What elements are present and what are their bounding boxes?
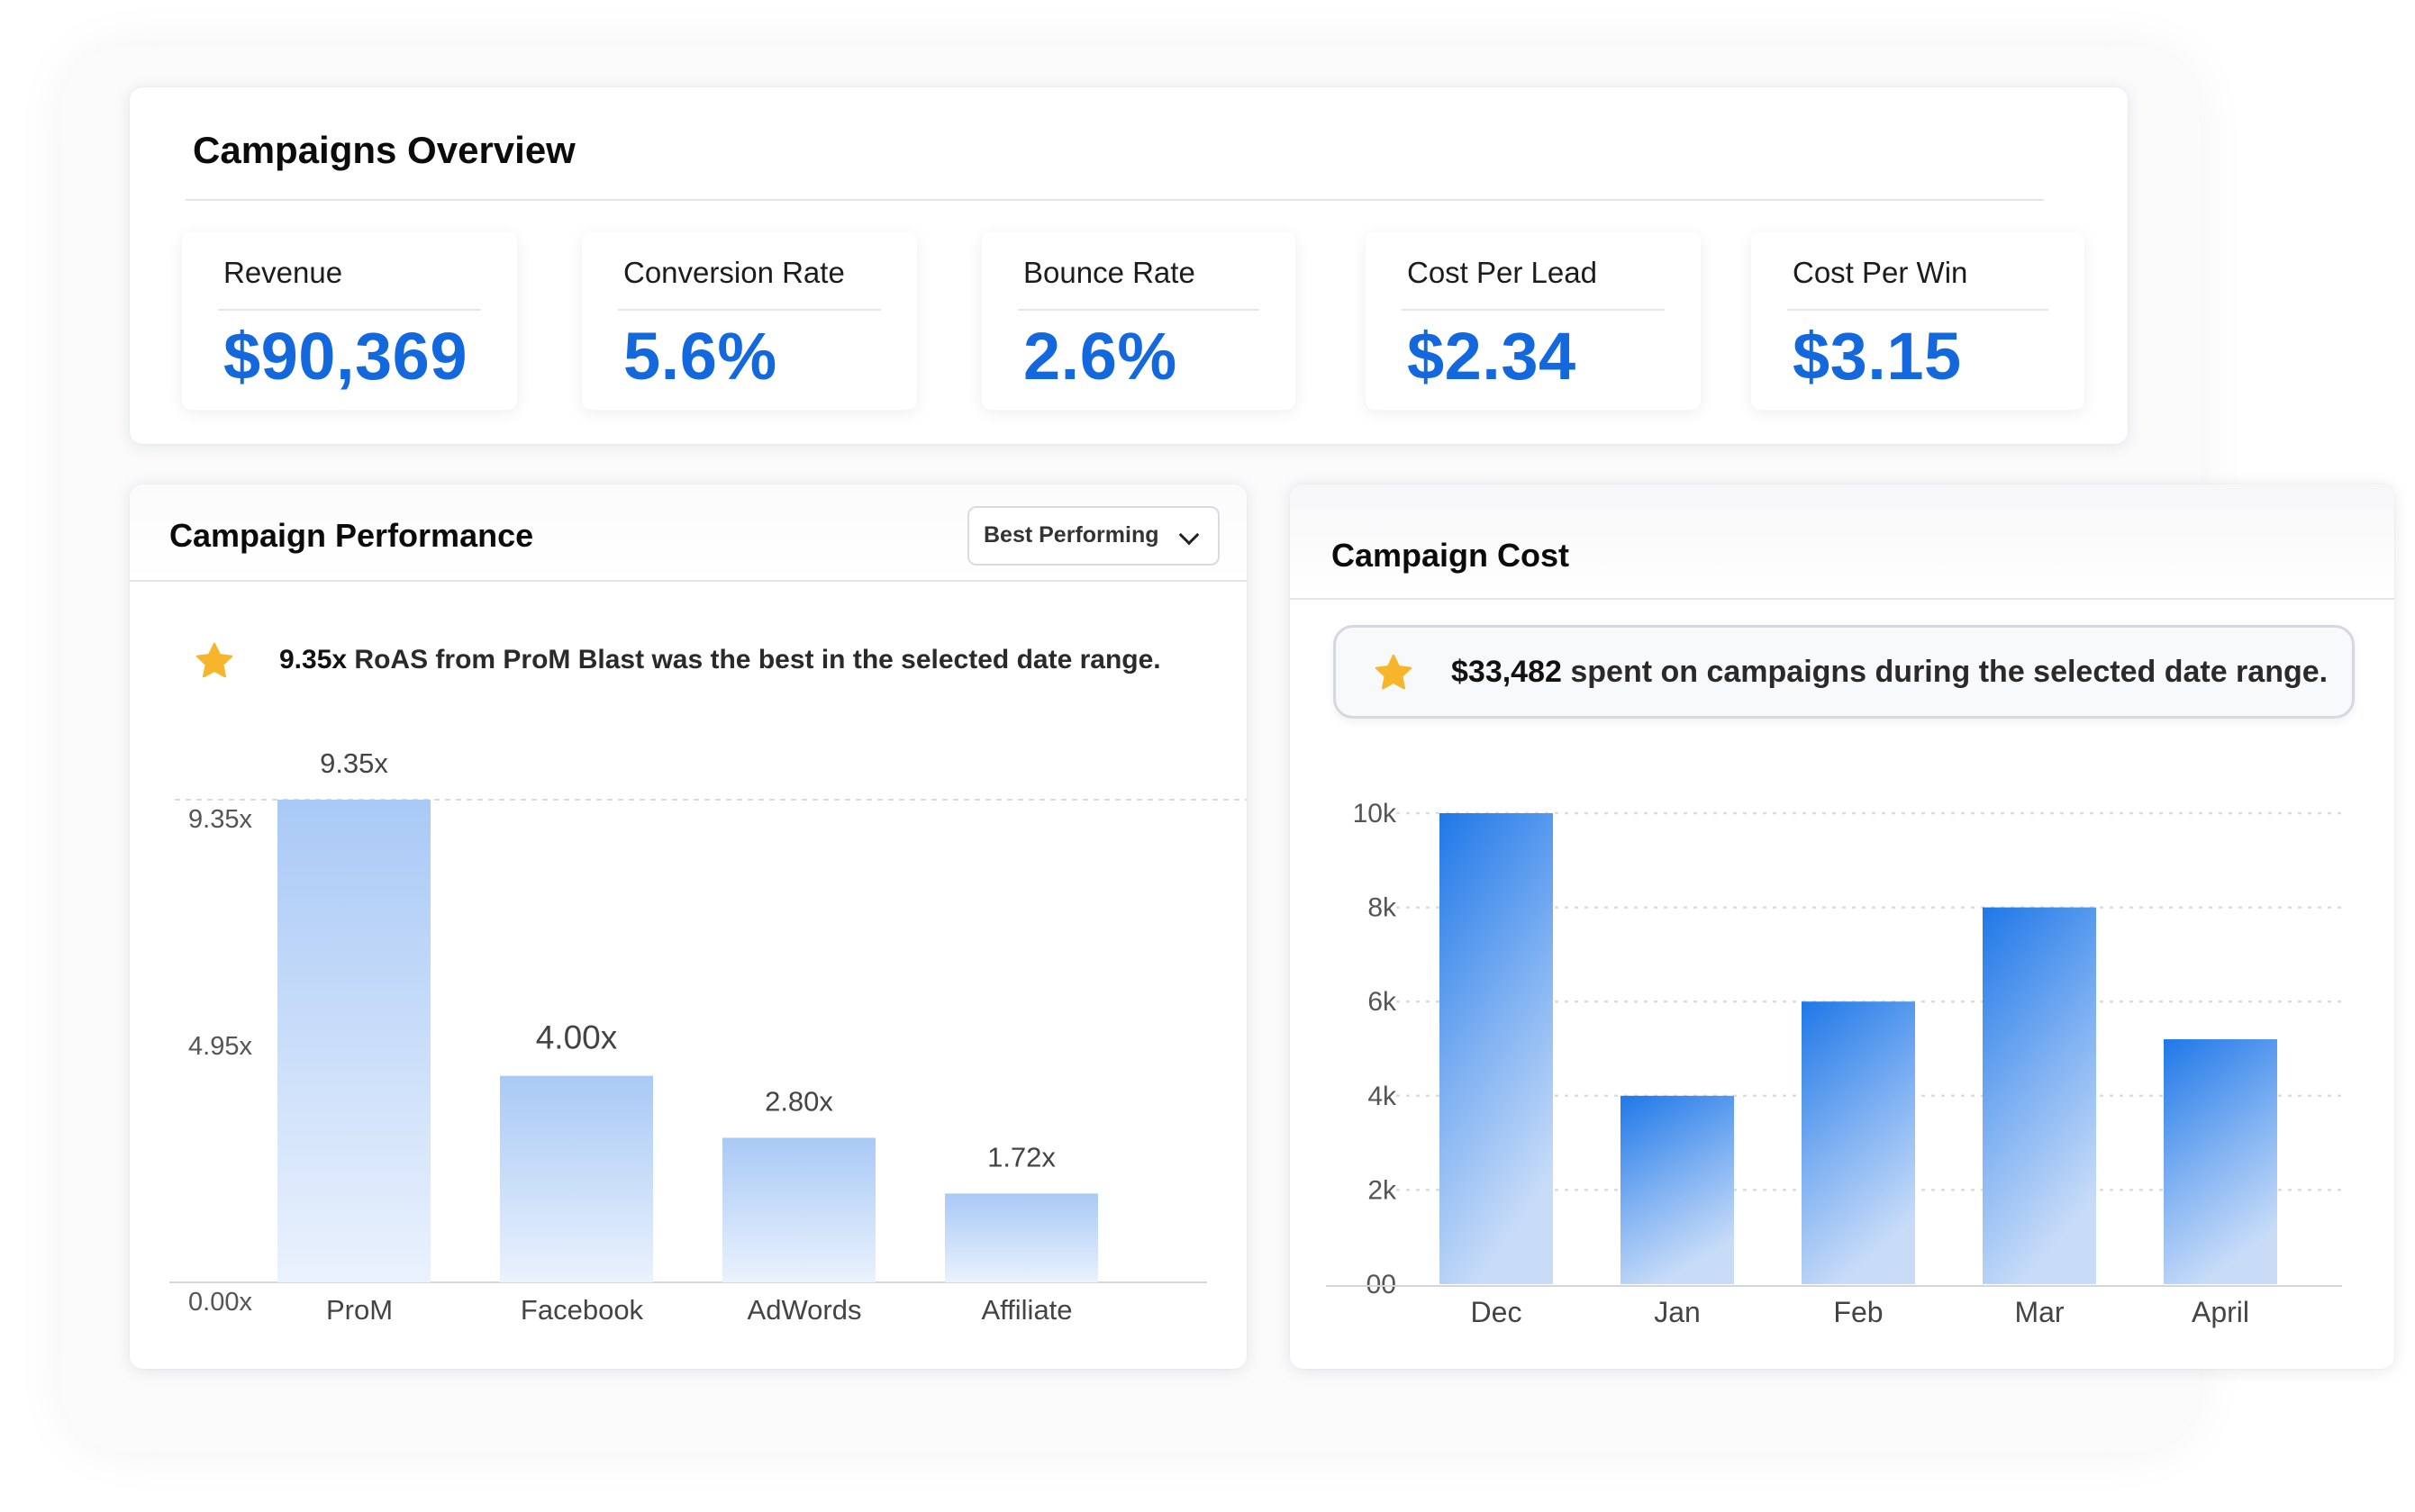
bar-facebook — [500, 1075, 653, 1282]
bar-dec — [1439, 813, 1553, 1284]
x-tick-label: Affiliate — [981, 1294, 1072, 1326]
bar-mar — [1983, 907, 2096, 1284]
campaign-cost-card: Campaign Cost $33,482 spent on campaigns… — [1290, 484, 2394, 1369]
kpi-card-cost-per-lead: Cost Per Lead $2.34 — [1366, 231, 1701, 410]
card-title: Campaign Cost — [1331, 537, 1570, 574]
kpi-label: Cost Per Win — [1793, 256, 1968, 289]
bar-adwords — [722, 1137, 876, 1282]
x-tick-label: AdWords — [748, 1294, 862, 1326]
data-label: 4.00x — [536, 1019, 618, 1056]
performance-filter-dropdown[interactable]: Best Performing — [967, 506, 1220, 566]
x-tick-label: April — [2192, 1296, 2249, 1328]
data-label: 2.80x — [765, 1085, 833, 1117]
x-tick-label: Facebook — [521, 1294, 644, 1326]
kpi-value: $2.34 — [1407, 319, 1576, 394]
x-tick-label: Mar — [2014, 1296, 2064, 1328]
bar-prom — [277, 800, 431, 1282]
bar-feb — [1802, 1001, 1915, 1284]
y-tick-label: 4k — [1367, 1082, 1397, 1111]
kpi-card-cost-per-win: Cost Per Win $3.15 — [1751, 231, 2084, 410]
overview-title: Campaigns Overview — [193, 129, 576, 171]
kpi-card-conversion-rate: Conversion Rate 5.6% — [582, 231, 917, 410]
data-label: 9.35x — [320, 747, 388, 779]
x-tick-label: Jan — [1654, 1296, 1701, 1328]
y-tick-label: 4.95x — [188, 1032, 252, 1061]
cost-insight: $33,482 spent on campaigns during the se… — [1333, 625, 2355, 719]
kpi-label: Bounce Rate — [1023, 256, 1195, 289]
kpi-label: Conversion Rate — [623, 256, 845, 289]
bar-april — [2164, 1039, 2277, 1284]
x-tick-label: Feb — [1833, 1296, 1883, 1328]
cost-bar-chart: 00 2k 4k 6k 8k 10k Dec Jan Feb Mar April — [1326, 799, 2342, 1328]
insight-message: RoAS from ProM Blast was the best in the… — [347, 645, 1161, 675]
card-header: Campaign Performance Best Performing — [130, 484, 1247, 582]
dropdown-selected-label: Best Performing — [984, 522, 1159, 548]
divider — [1787, 309, 2048, 311]
y-tick-label: 10k — [1353, 799, 1397, 828]
y-tick-label: 00 — [1366, 1270, 1396, 1299]
campaign-performance-card: Campaign Performance Best Performing 9.3… — [130, 484, 1247, 1369]
kpi-value: 5.6% — [623, 319, 777, 394]
star-icon — [1375, 654, 1412, 690]
data-label: 1.72x — [987, 1141, 1056, 1172]
x-tick-label: ProM — [326, 1294, 393, 1326]
y-tick-label: 2k — [1367, 1175, 1397, 1205]
bar-jan — [1621, 1095, 1734, 1284]
kpi-value: 2.6% — [1023, 319, 1177, 394]
insight-text: 9.35x RoAS from ProM Blast was the best … — [279, 645, 1161, 675]
divider — [1402, 309, 1665, 311]
bar-affiliate — [945, 1193, 1098, 1282]
kpi-value: $90,369 — [223, 319, 468, 394]
insight-message: spent on campaigns during the selected d… — [1561, 655, 2329, 689]
kpi-label: Cost Per Lead — [1407, 256, 1597, 289]
star-icon — [195, 642, 233, 678]
kpi-label: Revenue — [223, 256, 343, 289]
insight-highlight: 9.35x — [279, 645, 348, 675]
divider — [1018, 309, 1259, 311]
divider — [618, 309, 881, 311]
y-tick-label: 6k — [1367, 987, 1397, 1017]
divider — [186, 199, 2044, 201]
x-tick-label: Dec — [1471, 1296, 1522, 1328]
card-title: Campaign Performance — [169, 517, 534, 554]
insight-highlight: $33,482 — [1451, 655, 1562, 689]
campaigns-overview-card: Campaigns Overview Revenue $90,369 Conve… — [130, 87, 2128, 444]
y-tick-label: 8k — [1367, 893, 1397, 923]
insight-text: $33,482 spent on campaigns during the se… — [1451, 655, 2328, 690]
kpi-card-revenue: Revenue $90,369 — [182, 231, 517, 410]
divider — [218, 309, 481, 311]
card-header: Campaign Cost — [1290, 484, 2394, 600]
kpi-card-bounce-rate: Bounce Rate 2.6% — [982, 231, 1295, 410]
y-tick-label: 9.35x — [188, 805, 252, 834]
kpi-value: $3.15 — [1793, 319, 1962, 394]
y-tick-label: 0.00x — [188, 1288, 252, 1317]
performance-bar-chart: 0.00x 4.95x 9.35x 9.35x ProM 4.00x Facebook 2.8… — [169, 747, 1247, 1326]
